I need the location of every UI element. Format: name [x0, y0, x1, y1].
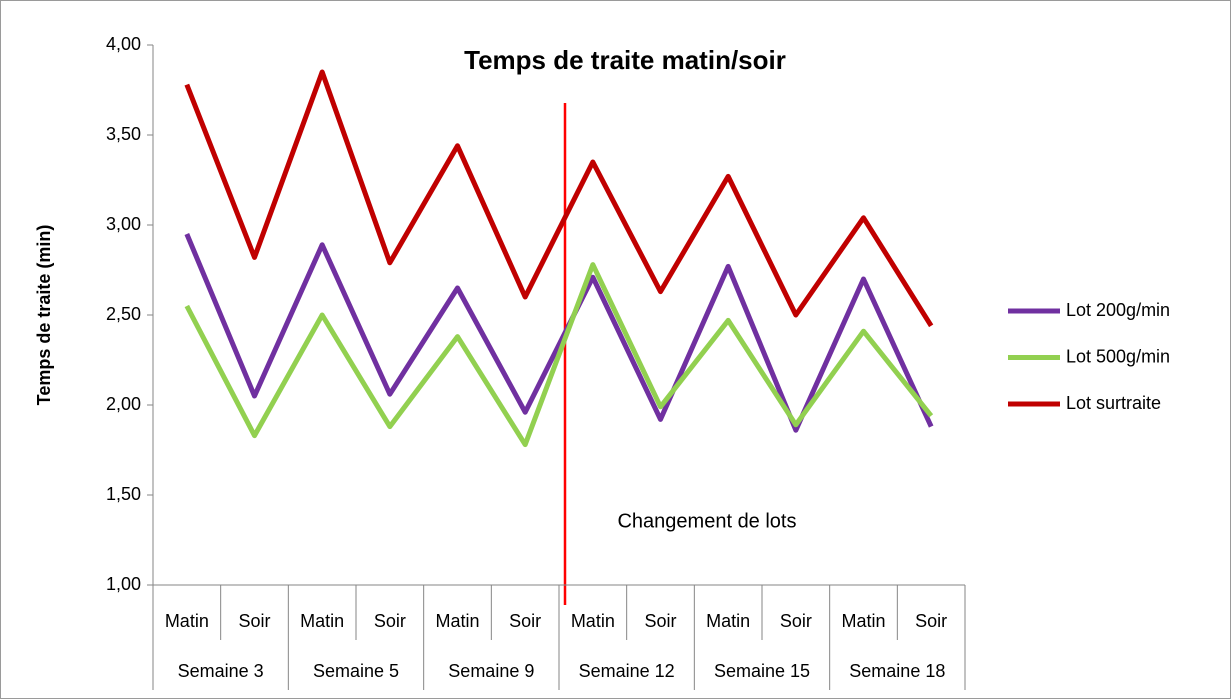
- y-tick-label: 3,50: [106, 124, 141, 144]
- series-line: [184, 262, 934, 448]
- y-tick-label: 2,00: [106, 394, 141, 414]
- y-tick-label: 2,50: [106, 304, 141, 324]
- x-tick-label: Matin: [300, 611, 344, 631]
- x-tick-label: Soir: [915, 611, 947, 631]
- x-tick-label: Matin: [706, 611, 750, 631]
- legend-label: Lot 500g/min: [1066, 346, 1170, 366]
- x-group-label: Semaine 12: [579, 661, 675, 681]
- x-tick-label: Soir: [374, 611, 406, 631]
- y-tick-label: 1,00: [106, 574, 141, 594]
- x-tick-label: Soir: [238, 611, 270, 631]
- x-group-label: Semaine 5: [313, 661, 399, 681]
- x-group-label: Semaine 9: [448, 661, 534, 681]
- y-tick-label: 3,00: [106, 214, 141, 234]
- x-group-label: Semaine 15: [714, 661, 810, 681]
- x-tick-label: Matin: [571, 611, 615, 631]
- y-tick-label: 4,00: [106, 34, 141, 54]
- x-tick-label: Matin: [841, 611, 885, 631]
- y-tick-label: 1,50: [106, 484, 141, 504]
- x-tick-label: Matin: [435, 611, 479, 631]
- legend-label: Lot surtraite: [1066, 393, 1161, 413]
- legend-label: Lot 200g/min: [1066, 300, 1170, 320]
- series-line: [184, 69, 934, 328]
- x-tick-label: Matin: [165, 611, 209, 631]
- x-group-label: Semaine 18: [849, 661, 945, 681]
- x-tick-label: Soir: [509, 611, 541, 631]
- x-tick-label: Soir: [644, 611, 676, 631]
- chart-title: Temps de traite matin/soir: [464, 45, 786, 75]
- y-axis-label: Temps de traite (min): [34, 225, 54, 406]
- annotation-text: Changement de lots: [617, 510, 796, 532]
- x-group-label: Semaine 3: [178, 661, 264, 681]
- x-tick-label: Soir: [780, 611, 812, 631]
